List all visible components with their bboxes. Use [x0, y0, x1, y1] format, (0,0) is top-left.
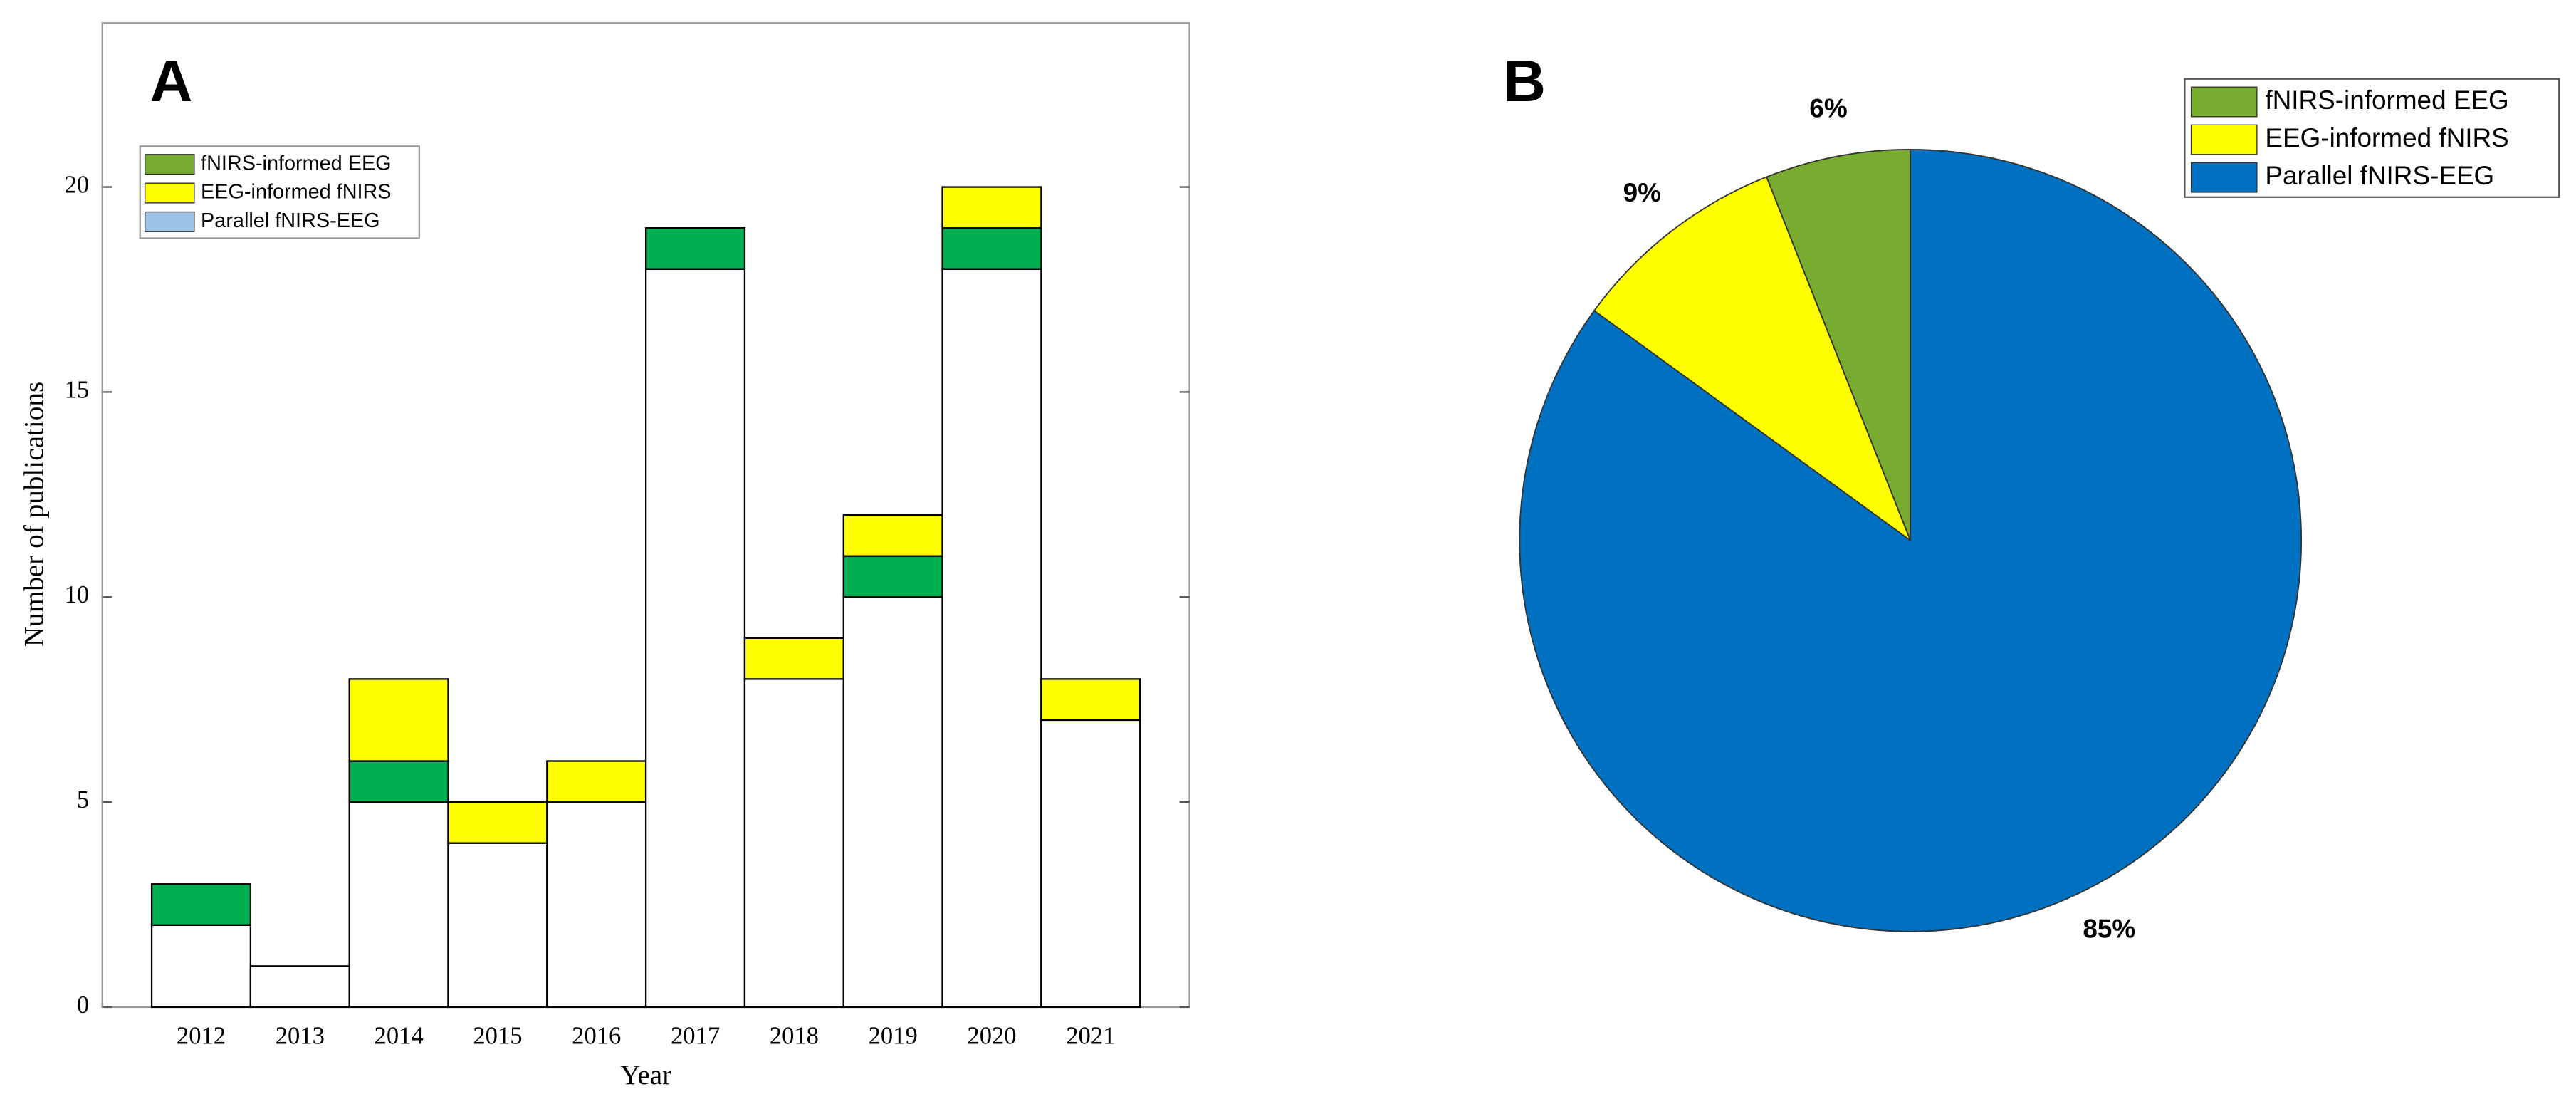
bar-segment [348, 678, 449, 762]
bar-segment [842, 555, 943, 598]
bar-segment [842, 596, 943, 1009]
x-tick-label: 2012 [177, 1023, 226, 1050]
legend-label: Parallel fNIRS-EEG [2265, 161, 2494, 190]
legend-swatch [144, 211, 195, 232]
slice-label: 9% [1623, 178, 1661, 207]
pie-slice [1593, 176, 1912, 543]
bar-segment [743, 637, 844, 680]
x-tick-label: 2014 [375, 1023, 424, 1050]
x-tick-label: 2015 [473, 1023, 522, 1050]
legend-label: fNIRS-informed EEG [2265, 85, 2508, 115]
legend-swatch [144, 182, 195, 204]
y-tick-label: 5 [77, 786, 89, 813]
bar-segment [644, 268, 746, 1009]
x-tick-label: 2013 [276, 1023, 325, 1050]
bar-segment [1040, 678, 1141, 722]
legend-label: EEG-informed fNIRS [2265, 123, 2508, 152]
legend-swatch [2190, 162, 2258, 193]
legend-swatch [2190, 86, 2258, 118]
slice-label: 85% [2083, 914, 2135, 943]
bar-segment [941, 268, 1042, 1009]
bar-segment [348, 801, 449, 1009]
bar-segment [842, 514, 943, 557]
bar-segment [447, 842, 548, 1009]
bar-segment [644, 226, 746, 270]
pie-slice [1519, 148, 2303, 932]
x-tick-label: 2021 [1066, 1023, 1115, 1050]
legend-label: fNIRS-informed EEG [201, 152, 392, 175]
legend-label: Parallel fNIRS-EEG [201, 209, 380, 232]
bar-segment [941, 226, 1042, 270]
bar-segment [447, 801, 548, 844]
bar-segment [1040, 719, 1141, 1009]
x-axis-label: Year [620, 1060, 671, 1090]
pie-slice [1765, 148, 1912, 541]
slice-label: 6% [1809, 94, 1847, 123]
bar-segment [546, 801, 647, 1009]
bar-segment [249, 965, 350, 1009]
bar-segment [546, 760, 647, 803]
bar-segment [150, 883, 252, 926]
panel-label: A [150, 48, 193, 114]
legend-swatch [2190, 124, 2258, 155]
x-tick-label: 2019 [869, 1023, 918, 1050]
bar-segment [941, 186, 1042, 229]
legend-label: EEG-informed fNIRS [201, 181, 392, 204]
y-tick-label: 15 [65, 376, 90, 403]
x-tick-label: 2017 [671, 1023, 720, 1050]
x-tick-label: 2016 [572, 1023, 621, 1050]
x-tick-label: 2018 [770, 1023, 819, 1050]
legend-swatch [144, 154, 195, 175]
y-tick-label: 20 [65, 171, 90, 198]
bar-segment [348, 760, 449, 803]
bar-segment [150, 924, 252, 1009]
y-tick-label: 0 [77, 991, 89, 1019]
bar-segment [743, 678, 844, 1009]
y-axis-label: Number of publications [19, 382, 49, 647]
y-tick-label: 10 [65, 581, 90, 608]
panel-label: B [1503, 48, 1546, 114]
x-tick-label: 2020 [967, 1023, 1016, 1050]
